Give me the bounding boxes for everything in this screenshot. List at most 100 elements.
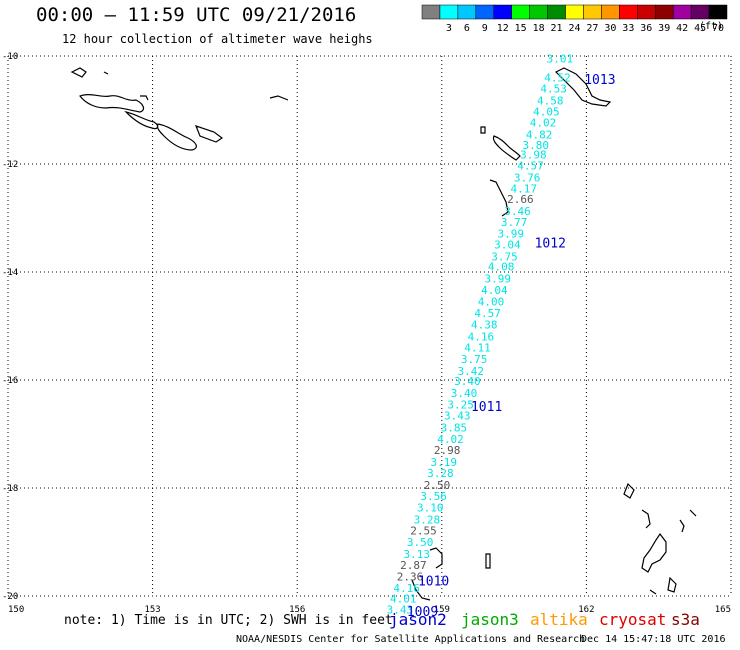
wave-height-reading: 3.75 [491,250,518,263]
wave-height-reading: 3.40 [454,375,481,388]
wave-height-reading: 3.80 [523,139,550,152]
wave-height-reading: 4.02 [530,116,557,129]
wave-height-reading: 3.40 [451,387,478,400]
legend-label: 9 [482,23,488,34]
legend-swatch [421,4,441,20]
legend-swatch [690,4,710,20]
coastline-island [140,95,149,101]
wave-height-reading: 3.50 [407,536,434,549]
lat-tick-label: -10 [2,52,18,62]
legend-swatch [475,4,495,20]
legend-label: 3 [446,23,452,34]
wave-height-reading: 2.36 [397,571,424,584]
wave-height-reading: 3.77 [501,216,528,229]
coastline-island [641,532,667,573]
coastline-island [649,589,657,595]
page-subtitle: 12 hour collection of altimeter wave hei… [62,32,373,46]
wave-height-reading: 2.66 [507,193,534,206]
lon-tick-label: 162 [578,605,594,615]
legend-label: 6 [464,23,470,34]
legend-label: 36 [640,23,652,34]
wave-height-reading: 4.04 [481,284,508,297]
wave-height-reading: 4.52 [544,72,571,85]
coastline-island [623,482,635,499]
legend-swatch [619,4,638,20]
wave-height-reading: 4.08 [488,261,515,274]
coastline-island [489,179,509,217]
lon-tick-label: 153 [144,605,160,615]
legend-label: 30 [604,23,616,34]
wave-height-reading: 4.57 [474,307,501,320]
lon-tick-label: 165 [715,605,731,615]
wave-height-reading: 4.11 [464,342,491,355]
pass-time-label: 1013 [584,73,615,88]
coastline-island [554,67,612,107]
coastline-island [492,135,521,161]
legend-swatch [708,4,728,20]
wave-height-reading: 3.25 [447,398,474,411]
legend-swatch [439,4,459,20]
lat-tick-label: -20 [2,592,18,602]
pass-time-label: 1009 [407,605,438,620]
wave-height-reading: 3.56 [420,490,447,503]
wave-height-reading: 4.00 [478,296,505,309]
lat-tick-label: -14 [2,268,18,278]
coastline-island [70,67,87,78]
wave-height-reading: 3.99 [484,272,511,285]
legend-swatch [457,4,477,20]
lon-tick-label: 156 [289,605,305,615]
legend-swatch [529,4,548,20]
legend-label: 42 [676,23,688,34]
coastline-island [689,509,697,517]
pass-time-label: 1011 [471,400,502,415]
coastline-island [79,93,145,113]
wave-height-reading: 3.46 [504,205,531,218]
legend-swatch [511,4,530,20]
coastline-island [269,95,289,101]
legend-swatches: 3 6 9 12 15 18 21 24 27 30 33 36 39 42 45 70 [421,4,728,34]
wave-height-reading: 4.02 [437,433,464,446]
wave-height-reading: 3.85 [441,422,468,435]
pass-time-label: 1012 [535,236,566,251]
wave-height-reading: 3.42 [457,365,484,378]
credit-text: NOAA/NESDIS Center for Satellite Applica… [236,634,586,645]
wave-height-reading: 3.76 [514,172,541,185]
lon-tick-label: 150 [8,605,24,615]
legend-swatch [601,4,620,20]
legend-label: 39 [658,23,670,34]
legend-label: 24 [568,23,580,34]
coastlines [70,67,697,601]
coastline-island [411,579,431,601]
legend-label: 15 [515,23,527,34]
wave-height-reading: 2.50 [424,479,451,492]
lat-tick-label: -18 [2,484,18,494]
wave-height-reading: 3.98 [520,148,547,161]
wave-height-reading: 4.16 [468,330,495,343]
wave-height-reading: 3.75 [461,353,488,366]
lon-tick-label: 159 [434,605,450,615]
legend-label: 33 [622,23,634,34]
wave-height-reading: 3.13 [403,548,430,561]
wave-height-reading: 3.43 [387,604,414,617]
legend-swatch [672,4,692,20]
wave-height-reading: 3.10 [417,501,444,514]
legend-label: 12 [497,23,509,34]
coastline-island [679,519,685,533]
wave-height-reading: 4.17 [510,182,537,195]
wave-height-reading: 2.55 [410,525,437,538]
wave-height-reading: 3.01 [547,53,574,66]
page-title: 00:00 – 11:59 UTC 09/21/2016 [36,4,357,26]
satellite-jason2-label: jason2 [389,610,447,629]
coastline-island [194,125,224,143]
satellite-jason3-label: jason3 [461,610,519,629]
map-labels: 3.014.524.534.584.054.024.823.803.984.57… [387,53,616,620]
lat-tick-label: -12 [2,160,18,170]
wave-height-reading: 3.19 [430,456,457,469]
coastline-island [429,547,443,569]
wave-height-reading: 3.99 [497,228,524,241]
legend-unit: (ft) [699,21,724,32]
wave-height-reading: 4.82 [526,128,553,141]
wave-height-reading: 3.28 [427,467,454,480]
lat-tick-label: -16 [2,376,18,386]
